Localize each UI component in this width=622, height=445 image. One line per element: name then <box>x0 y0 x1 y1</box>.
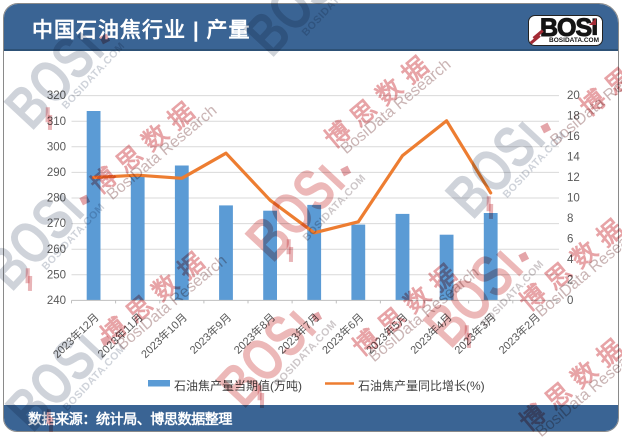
svg-text:20: 20 <box>567 90 580 102</box>
svg-text:18: 18 <box>567 111 580 123</box>
svg-text:300: 300 <box>47 141 66 153</box>
svg-text:2023年9月: 2023年9月 <box>187 310 235 357</box>
svg-text:290: 290 <box>47 167 66 179</box>
svg-text:8: 8 <box>567 213 573 225</box>
svg-text:12: 12 <box>567 172 580 184</box>
svg-text:320: 320 <box>47 90 66 102</box>
svg-text:270: 270 <box>47 218 66 230</box>
svg-text:2023年6月: 2023年6月 <box>319 310 367 357</box>
svg-text:310: 310 <box>47 116 66 128</box>
svg-text:2023年10月: 2023年10月 <box>138 310 190 361</box>
svg-text:2023年5月: 2023年5月 <box>363 310 411 357</box>
svg-text:2023年11月: 2023年11月 <box>94 310 145 360</box>
svg-text:2023年3月: 2023年3月 <box>451 310 499 357</box>
svg-text:石油焦产量当期值(万吨): 石油焦产量当期值(万吨) <box>174 378 302 393</box>
svg-text:240: 240 <box>47 295 66 307</box>
svg-text:10: 10 <box>567 193 580 205</box>
svg-text:14: 14 <box>567 152 580 164</box>
svg-text:石油焦产量同比增长(%): 石油焦产量同比增长(%) <box>358 379 485 393</box>
svg-text:6: 6 <box>567 234 573 246</box>
svg-text:16: 16 <box>567 131 580 143</box>
svg-text:280: 280 <box>47 193 66 205</box>
svg-text:250: 250 <box>47 269 66 281</box>
svg-text:260: 260 <box>47 244 66 256</box>
svg-text:2023年2月: 2023年2月 <box>495 310 543 357</box>
svg-text:2: 2 <box>567 275 573 287</box>
svg-text:0: 0 <box>567 295 573 307</box>
svg-text:2023年8月: 2023年8月 <box>231 310 279 357</box>
svg-text:4: 4 <box>567 254 574 266</box>
svg-text:2023年4月: 2023年4月 <box>407 310 455 357</box>
svg-text:2023年12月: 2023年12月 <box>50 310 102 361</box>
svg-text:2023年7月: 2023年7月 <box>275 310 323 357</box>
